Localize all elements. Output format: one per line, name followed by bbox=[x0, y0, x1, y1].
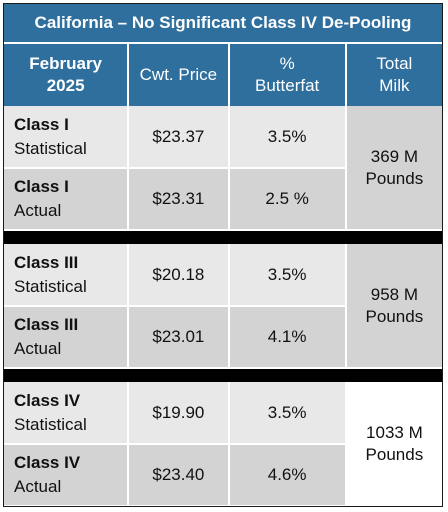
header-total-milk: Total Milk bbox=[345, 44, 442, 106]
butterfat-pct: 3.5% bbox=[228, 244, 347, 307]
price-type: Actual bbox=[14, 339, 62, 358]
title-divider bbox=[4, 42, 442, 44]
class-name: Class IV bbox=[14, 390, 81, 410]
cwt-price: $23.31 bbox=[128, 168, 230, 231]
class-name: Class I bbox=[14, 114, 69, 134]
price-type: Actual bbox=[14, 201, 62, 220]
table-row: Class IV Actual $23.40 4.6% bbox=[4, 444, 442, 506]
header-butterfat-line2: Butterfat bbox=[255, 76, 320, 95]
header-price: Cwt. Price bbox=[128, 44, 230, 106]
class-name: Class IV bbox=[14, 453, 81, 472]
class-name: Class III bbox=[14, 315, 79, 334]
cwt-price: $20.18 bbox=[128, 244, 230, 307]
row-label: Class I Actual bbox=[4, 168, 130, 231]
group-separator bbox=[4, 368, 442, 382]
header-total-line1: Total bbox=[376, 54, 413, 73]
separator-bar bbox=[4, 230, 442, 244]
header-row: February 2025 Cwt. Price % Butterfat Tot… bbox=[4, 44, 442, 106]
cwt-price: $23.40 bbox=[128, 444, 230, 506]
table-row: Class III Actual $23.01 4.1% bbox=[4, 306, 442, 369]
header-period-line1: February bbox=[29, 54, 103, 73]
total-milk-amount: 958 M bbox=[370, 284, 418, 304]
price-type: Statistical bbox=[14, 138, 87, 158]
total-milk-unit: Pounds bbox=[365, 444, 424, 464]
row-label: Class III Actual bbox=[4, 306, 130, 369]
row-label: Class I Statistical bbox=[4, 106, 130, 169]
table-row: Class IV Statistical $19.90 3.5% 1033 M … bbox=[4, 382, 442, 506]
header-butterfat: % Butterfat bbox=[228, 44, 347, 106]
butterfat-pct: 3.5% bbox=[228, 106, 347, 169]
cwt-price: $19.90 bbox=[128, 382, 230, 445]
total-milk: 1033 M Pounds bbox=[345, 382, 442, 506]
total-milk-unit: Pounds bbox=[365, 306, 424, 326]
table-title: California – No Significant Class IV De-… bbox=[4, 4, 442, 42]
butterfat-pct: 4.6% bbox=[228, 444, 347, 506]
total-milk: 369 M Pounds bbox=[345, 106, 442, 231]
row-label: Class III Statistical bbox=[4, 244, 130, 307]
table-row: Class I Actual $23.31 2.5 % bbox=[4, 168, 442, 231]
class-name: Class I bbox=[14, 177, 69, 196]
group-separator bbox=[4, 230, 442, 244]
butterfat-pct: 4.1% bbox=[228, 306, 347, 369]
class-price-table: February 2025 Cwt. Price % Butterfat Tot… bbox=[4, 44, 442, 506]
class-name: Class III bbox=[14, 252, 79, 272]
butterfat-pct: 2.5 % bbox=[228, 168, 347, 231]
header-period-line2: 2025 bbox=[46, 76, 85, 95]
butterfat-pct: 3.5% bbox=[228, 382, 347, 445]
row-label: Class IV Statistical bbox=[4, 382, 130, 445]
price-type: Statistical bbox=[14, 414, 87, 434]
total-milk-amount: 1033 M bbox=[366, 422, 423, 442]
total-milk-unit: Pounds bbox=[365, 168, 424, 188]
total-milk-amount: 369 M bbox=[370, 146, 418, 166]
header-total-line2: Milk bbox=[379, 76, 410, 95]
total-milk: 958 M Pounds bbox=[345, 244, 442, 369]
price-type: Actual bbox=[14, 477, 62, 496]
cwt-price: $23.01 bbox=[128, 306, 230, 369]
header-butterfat-line1: % bbox=[279, 54, 295, 73]
row-label: Class IV Actual bbox=[4, 444, 130, 506]
price-type: Statistical bbox=[14, 276, 87, 296]
table-frame: California – No Significant Class IV De-… bbox=[3, 3, 443, 507]
cwt-price: $23.37 bbox=[128, 106, 230, 169]
header-period: February 2025 bbox=[4, 44, 130, 106]
table-row: Class I Statistical $23.37 3.5% 369 M Po… bbox=[4, 106, 442, 231]
separator-bar bbox=[4, 368, 442, 382]
table-row: Class III Statistical $20.18 3.5% 958 M … bbox=[4, 244, 442, 369]
